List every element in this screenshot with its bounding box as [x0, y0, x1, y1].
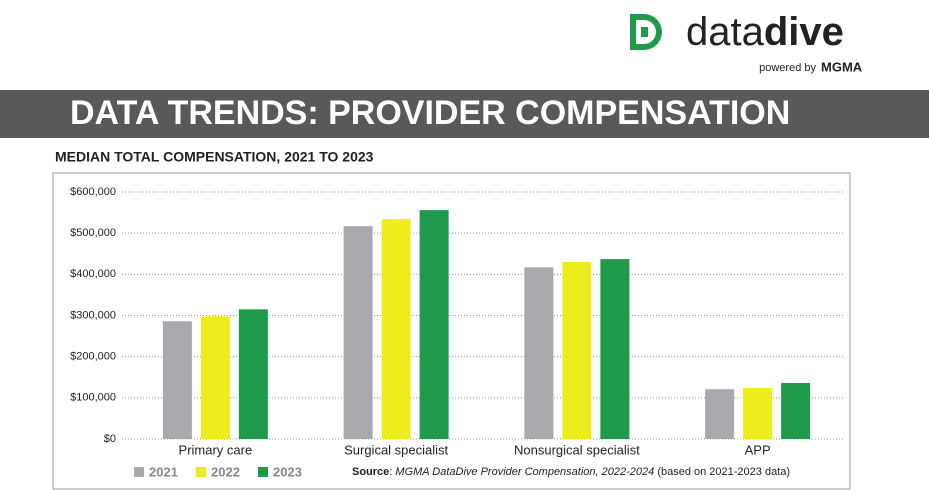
legend-swatch — [134, 467, 144, 477]
y-tick-label: $300,000 — [70, 309, 116, 321]
bar — [524, 267, 554, 439]
brand: MGMA — [821, 59, 863, 74]
y-tick-label: $400,000 — [70, 268, 116, 280]
legend-label: 2023 — [273, 464, 302, 479]
chart-frame — [52, 172, 851, 490]
logo-b: dive — [764, 10, 844, 54]
bar — [419, 210, 449, 439]
logo-icon — [641, 27, 648, 37]
y-tick-label: $100,000 — [70, 392, 116, 404]
bar — [343, 226, 373, 439]
banner-title: DATA TRENDS: PROVIDER COMPENSATION — [70, 94, 790, 132]
x-tick-label: Surgical specialist — [344, 442, 448, 457]
logo-text: datadive — [686, 10, 844, 54]
bar — [781, 383, 811, 439]
y-tick-label: $0 — [104, 433, 116, 445]
logo-icon — [630, 14, 662, 50]
bar — [562, 261, 592, 439]
legend-swatch — [196, 467, 206, 477]
source: Source: MGMA DataDive Provider Compensat… — [352, 466, 790, 478]
legend-label: 2021 — [149, 464, 178, 479]
source-note: (based on 2021-2023 data) — [657, 466, 790, 478]
bar — [238, 309, 268, 439]
y-tick-label: $500,000 — [70, 227, 116, 239]
bar — [200, 316, 230, 439]
bar — [381, 219, 411, 439]
y-tick-label: $600,000 — [70, 186, 116, 198]
chart-title: MEDIAN TOTAL COMPENSATION, 2021 TO 2023 — [55, 149, 374, 165]
source-label: Source — [352, 466, 389, 478]
source-colon: : — [389, 466, 395, 478]
banner — [0, 90, 929, 138]
x-tick-label: APP — [745, 442, 771, 457]
x-tick-label: Primary care — [179, 442, 253, 457]
bar — [705, 389, 735, 439]
logo: datadive powered by MGMA — [630, 10, 863, 74]
powered-by: powered by — [759, 62, 816, 74]
source-title: MGMA DataDive Provider Compensation, 202… — [395, 466, 654, 478]
x-tick-label: Nonsurgical specialist — [514, 442, 640, 457]
legend-swatch — [258, 467, 268, 477]
bar — [162, 321, 192, 439]
bar — [743, 387, 773, 439]
y-tick-label: $200,000 — [70, 351, 116, 363]
logo-a: data — [686, 10, 765, 54]
legend-label: 2022 — [211, 464, 240, 479]
bar — [600, 259, 630, 439]
